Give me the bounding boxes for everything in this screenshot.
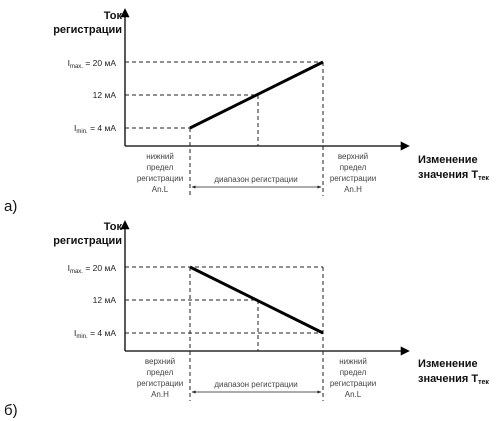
- left-caption-b-0: верхний: [145, 357, 175, 366]
- x-title-b-2: значения Tтек: [418, 373, 489, 386]
- right-caption-b-1: предел: [340, 368, 367, 377]
- range-caption-b: диапазон регистрации: [214, 380, 297, 389]
- imax-label-b: Imax. = 20 мА: [68, 263, 117, 275]
- x-title-a-1: Изменение: [418, 154, 478, 166]
- range-caption-a: диапазон регистрации: [214, 175, 297, 184]
- diagram-a: Ток регистрации Imax. = 20 мА 12 мА Imin…: [4, 8, 489, 215]
- left-caption-b-2: регистрации: [137, 379, 183, 388]
- imid-label-a: 12 мА: [93, 90, 117, 100]
- left-caption-b-1: предел: [147, 368, 174, 377]
- y-title-a-1: Ток: [104, 10, 123, 22]
- right-caption-a-0: верхний: [338, 152, 368, 161]
- panel-letter-a: а): [4, 198, 17, 215]
- left-caption-b-3: An.H: [151, 390, 169, 399]
- right-caption-b-2: регистрации: [330, 379, 376, 388]
- y-title-b-1: Ток: [104, 221, 123, 233]
- x-title-a-2: значения Tтек: [418, 169, 489, 182]
- right-caption-b-3: An.L: [345, 390, 362, 399]
- y-title-a-2: регистрации: [53, 24, 122, 36]
- right-caption-a-1: предел: [340, 163, 367, 172]
- x-title-b-1: Изменение: [418, 358, 478, 370]
- panel-letter-b: б): [4, 402, 18, 419]
- left-caption-a-2: регистрации: [137, 174, 183, 183]
- right-caption-a-2: регистрации: [330, 174, 376, 183]
- diagram-b: Ток регистрации Imax. = 20 мА 12 мА Imin…: [4, 220, 489, 419]
- left-caption-a-0: нижний: [146, 152, 174, 161]
- characteristic-line-a: [189, 60, 324, 130]
- left-caption-a-1: предел: [147, 163, 174, 172]
- imax-label-a: Imax. = 20 мА: [68, 58, 117, 70]
- right-caption-b-0: нижний: [339, 357, 367, 366]
- imin-label-b: Imin. = 4 мА: [74, 328, 116, 340]
- left-caption-a-3: An.L: [152, 185, 169, 194]
- imid-label-b: 12 мА: [93, 295, 117, 305]
- y-title-b-2: регистрации: [53, 235, 122, 247]
- imin-label-a: Imin. = 4 мА: [74, 123, 116, 135]
- characteristic-line-b: [189, 265, 324, 335]
- right-caption-a-3: An.H: [344, 185, 362, 194]
